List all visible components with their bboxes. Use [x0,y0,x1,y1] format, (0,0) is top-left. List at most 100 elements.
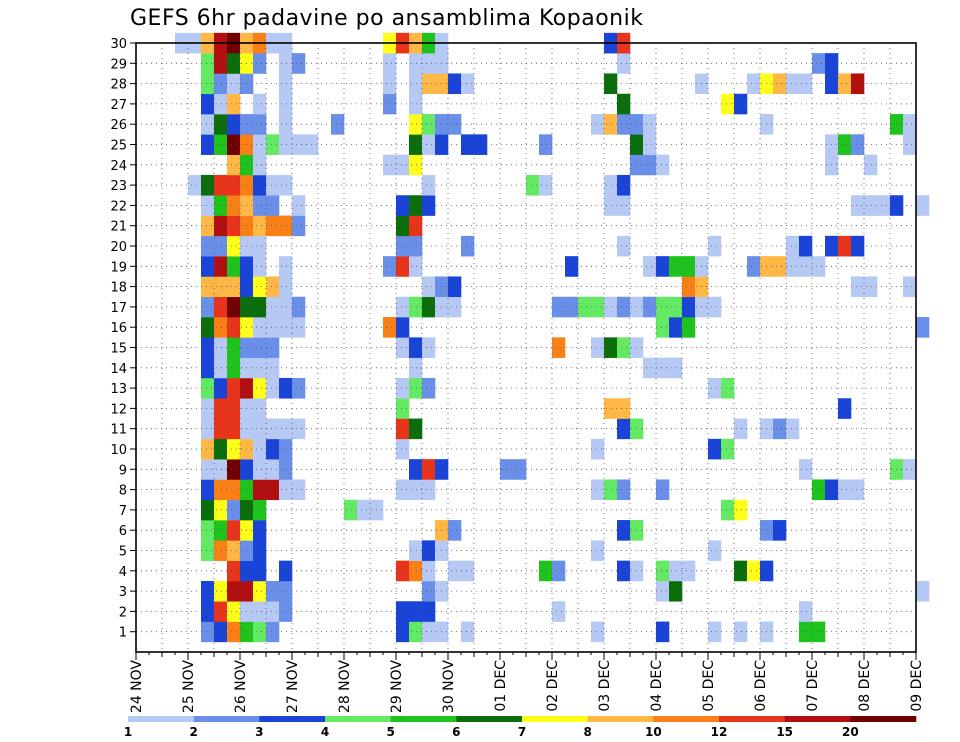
heatmap-cell [617,93,631,115]
heatmap-cell [643,114,657,135]
heatmap-cell [851,276,865,298]
heatmap-cell [214,93,228,115]
heatmap-cell [201,134,215,155]
heatmap-cell [253,215,267,237]
heatmap-cell [552,337,566,358]
heatmap-cell [708,377,722,399]
heatmap-cell [786,73,800,95]
heatmap-cell [227,398,241,419]
heatmap-cell [266,215,280,237]
heatmap-cell [279,459,293,480]
heatmap-cell [617,235,631,257]
heatmap-cell [214,357,228,379]
heatmap-cell [409,337,423,358]
heatmap-cell [461,560,475,582]
heatmap-cell [396,195,410,216]
heatmap-cell [253,459,267,480]
heatmap-cell [201,337,215,358]
x-tick-label: 24 NOV [129,660,145,714]
heatmap-cell [214,601,228,622]
heatmap-cell [396,560,410,582]
heatmap-cell [214,377,228,399]
heatmap-cell [396,317,410,338]
heatmap-cell [682,317,696,338]
heatmap-cell [227,337,241,358]
heatmap-cell [903,114,917,135]
heatmap-cell [786,256,800,277]
heatmap-cell [279,276,293,298]
heatmap-cell [266,337,280,358]
heatmap-cell [617,114,631,135]
heatmap-cell [253,114,267,135]
heatmap-cell [279,174,293,196]
heatmap-cell [227,520,241,541]
heatmap-cell [253,418,267,440]
heatmap-cell [656,256,670,277]
y-tick-label: 19 [110,260,127,275]
y-tick-label: 4 [119,565,127,580]
colorbar-label: 12 [711,725,728,739]
y-tick-label: 27 [110,98,127,113]
heatmap-cell [253,540,267,561]
heatmap-cell [409,540,423,561]
heatmap-cell [266,479,280,501]
heatmap-cell [773,418,787,440]
heatmap-cell [396,235,410,257]
heatmap-cell [786,418,800,440]
x-tick-label: 03 DEC [597,660,613,712]
heatmap-cell [201,73,215,95]
heatmap-cell [422,174,436,196]
heatmap-cell [253,195,267,216]
heatmap-cell [227,499,241,521]
y-tick-label: 8 [119,484,127,499]
heatmap-cell [253,438,267,460]
heatmap-cell [279,560,293,582]
heatmap-cell [396,479,410,501]
x-tick-label: 01 DEC [493,660,509,712]
heatmap-cell [227,317,241,338]
y-tick-label: 12 [110,402,127,417]
heatmap-cell [396,621,410,643]
heatmap-cell [383,256,397,277]
heatmap-cell [227,73,241,95]
x-tick-label: 02 DEC [545,660,561,712]
y-tick-label: 20 [110,240,127,255]
heatmap-cell [409,256,423,277]
x-axis-ticks: 24 NOV 25 NOV 26 NOV 27 NOV 28 NOV 29 NOV 30 N… [129,652,925,713]
heatmap-cell [851,479,865,501]
heatmap-cell [266,418,280,440]
heatmap-cell [214,256,228,277]
heatmap-cell [591,337,605,358]
heatmap-cell [604,195,618,216]
heatmap-cell [409,296,423,318]
heatmap-cell [591,114,605,135]
heatmap-cell [292,296,306,318]
heatmap-cell [227,601,241,622]
heatmap-cell [214,540,228,561]
heatmap-cell [838,134,852,155]
heatmap-cell [227,93,241,115]
heatmap-cell [708,621,722,643]
heatmap-cell [409,73,423,95]
heatmap-cell [227,53,241,74]
heatmap-cell [773,73,787,95]
heatmap-cell [266,601,280,622]
heatmap-cell [253,398,267,419]
heatmap-cell [227,296,241,318]
x-tick-label: 29 NOV [389,660,405,714]
colorbar-swatch [259,716,326,722]
heatmap-cell [396,377,410,399]
heatmap-cell [773,520,787,541]
heatmap-cell [448,560,462,582]
colorbar-label: 7 [518,725,526,739]
heatmap-cell [292,317,306,338]
heatmap-cell [422,479,436,501]
y-tick-label: 1 [119,626,127,641]
x-tick-label: 06 DEC [753,660,769,712]
colorbar-label: 1 [124,725,132,739]
heatmap-cell [253,53,267,74]
heatmap-cell [396,438,410,460]
heatmap-cell [656,479,670,501]
heatmap-cell [513,459,527,480]
